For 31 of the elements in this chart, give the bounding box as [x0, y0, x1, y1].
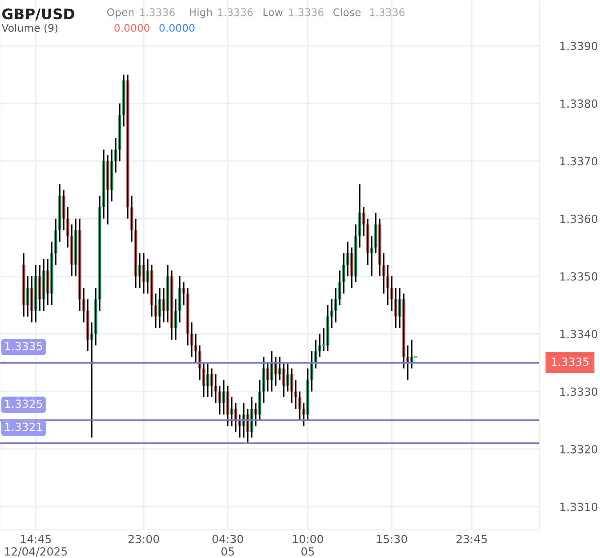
annotation: 1.3336 [218, 8, 253, 16]
y-tick-label: 1.3390 [560, 42, 598, 50]
annotation: Close [334, 8, 361, 16]
y-tick-label: 1.3310 [560, 502, 598, 512]
annotation: Volume (9) [2, 24, 58, 34]
x-tick-label: 23:45 [456, 535, 488, 544]
y-tick-label: 1.3330 [560, 388, 598, 396]
y-tick-label: 1.3360 [560, 214, 598, 224]
x-tick-label: 10:00 05 [293, 535, 324, 556]
annotation: Low [264, 8, 283, 16]
text: GBP/USD [2, 8, 75, 21]
annotation: 0.0000 [160, 24, 195, 32]
annotation: High [190, 8, 212, 18]
x-tick-label: 15:30 [377, 535, 408, 544]
annotation: 1.3336 [370, 8, 405, 16]
ref-line-label: 1.3335 [6, 342, 42, 351]
y-tick-label: 1.3340 [560, 330, 598, 339]
annotation: 1.3336 [289, 8, 324, 16]
ref-line-label: 1.3321 [6, 422, 42, 432]
y-tick-label: 1.3320 [560, 445, 598, 454]
annotation: Open [107, 8, 134, 18]
text: 1.3335 [552, 358, 589, 366]
x-tick-label: 04:30 05 [212, 535, 244, 556]
y-tick-label: 1.3370 [560, 157, 598, 166]
y-tick-label: 1.3380 [560, 100, 598, 108]
x-tick-label: 23:00 [128, 535, 160, 544]
ref-line-label: 1.3325 [6, 400, 42, 408]
y-tick-label: 1.3350 [560, 272, 598, 281]
annotation: 1.3336 [140, 8, 175, 16]
x-tick-label: 14:45 12/04/2025 [5, 535, 68, 557]
annotation: 0.0000 [114, 24, 150, 32]
